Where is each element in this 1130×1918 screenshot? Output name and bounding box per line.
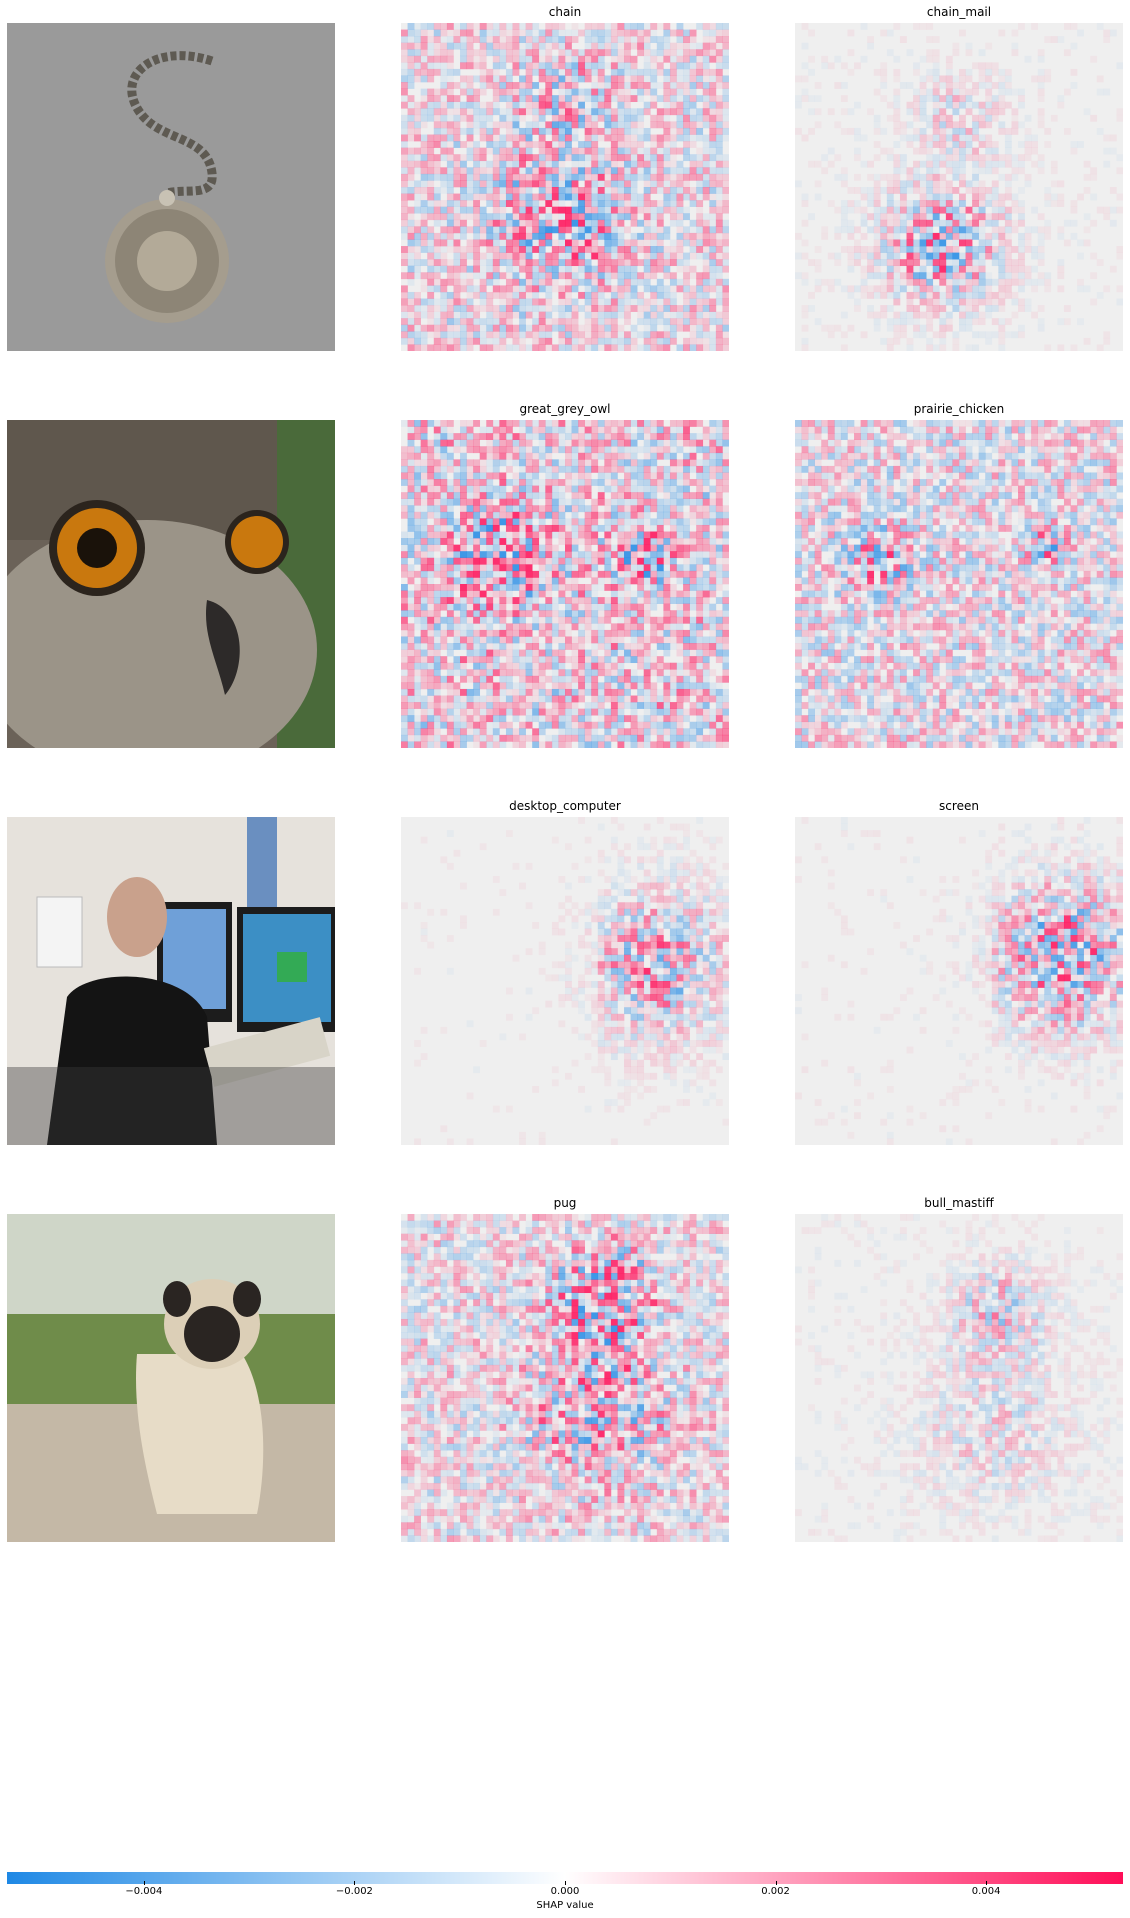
colorbar-tick-label: −0.002 xyxy=(335,1886,373,1897)
input-image-owl xyxy=(7,420,335,748)
panel-title: chain_mail xyxy=(926,5,992,19)
colorbar-tick-label: 0.002 xyxy=(761,1886,790,1897)
panel-title: pug xyxy=(553,1196,577,1210)
colorbar xyxy=(7,1869,1123,1884)
panel-title: chain xyxy=(548,5,582,19)
shap-heatmap xyxy=(795,420,1123,748)
colorbar-tick xyxy=(565,1881,566,1885)
input-image-computer xyxy=(7,817,335,1145)
colorbar-tick xyxy=(354,1881,356,1885)
colorbar-tick-label: 0.000 xyxy=(550,1886,580,1897)
colorbar-tick-label: 0.004 xyxy=(971,1886,1001,1897)
shap-heatmap xyxy=(795,1214,1123,1542)
panel-title: desktop_computer xyxy=(509,799,621,813)
panel-title: bull_mastiff xyxy=(924,1196,994,1210)
shap-heatmap xyxy=(401,23,729,351)
shap-heatmap xyxy=(795,817,1123,1145)
shap-heatmap xyxy=(401,1214,729,1542)
shap-heatmap xyxy=(401,817,729,1145)
colorbar-tick-label: −0.004 xyxy=(125,1886,163,1897)
input-image-pug xyxy=(7,1214,335,1542)
panel-title: screen xyxy=(939,799,979,813)
shap-heatmap xyxy=(401,420,729,748)
colorbar-tick xyxy=(775,1881,777,1885)
colorbar-label: SHAP value xyxy=(536,1900,594,1911)
colorbar-tick xyxy=(143,1881,145,1885)
input-image-watch xyxy=(7,23,335,351)
colorbar-tick xyxy=(986,1881,988,1885)
panel-title: prairie_chicken xyxy=(913,402,1005,416)
panel-title: great_grey_owl xyxy=(519,402,611,416)
shap-heatmap xyxy=(795,23,1123,351)
